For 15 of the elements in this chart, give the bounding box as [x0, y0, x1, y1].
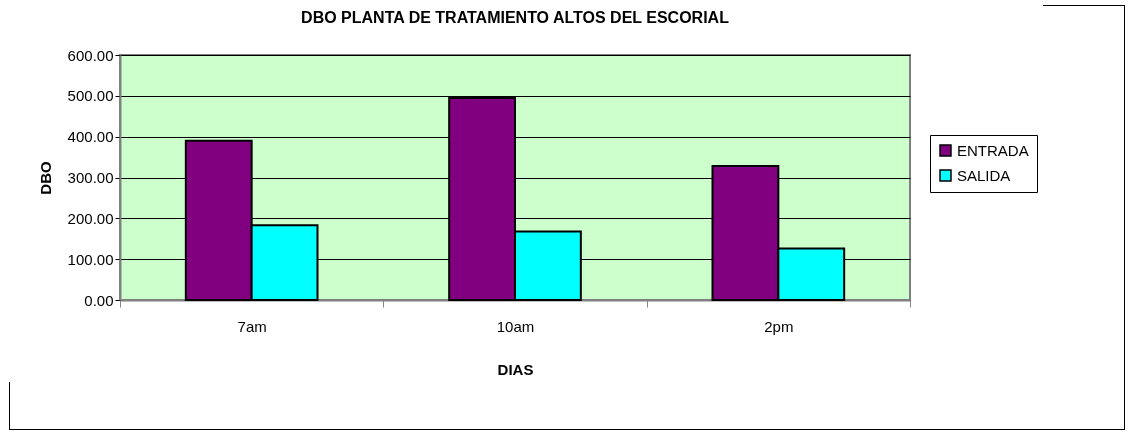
y-tick-label: 500.00	[67, 87, 114, 105]
y-tick-label: 400.00	[67, 128, 114, 146]
y-tick-label: 100.00	[67, 250, 114, 268]
x-tick-label: 2pm	[764, 317, 794, 335]
y-tick-label: 200.00	[67, 209, 114, 227]
y-tick-label: 0.00	[84, 291, 114, 309]
legend-label: ENTRADA	[957, 141, 1029, 159]
x-tick-label: 7am	[237, 317, 267, 335]
y-axis-title: DBO	[36, 161, 54, 195]
x-tick-label: 10am	[496, 317, 535, 335]
legend-label: SALIDA	[957, 166, 1011, 184]
chart-title: DBO PLANTA DE TRATAMIENTO ALTOS DEL ESCORIAL	[301, 9, 730, 26]
y-tick-label: 300.00	[67, 169, 114, 186]
y-tick-label: 600.00	[67, 46, 114, 64]
x-axis-title: DIAS	[497, 360, 534, 378]
